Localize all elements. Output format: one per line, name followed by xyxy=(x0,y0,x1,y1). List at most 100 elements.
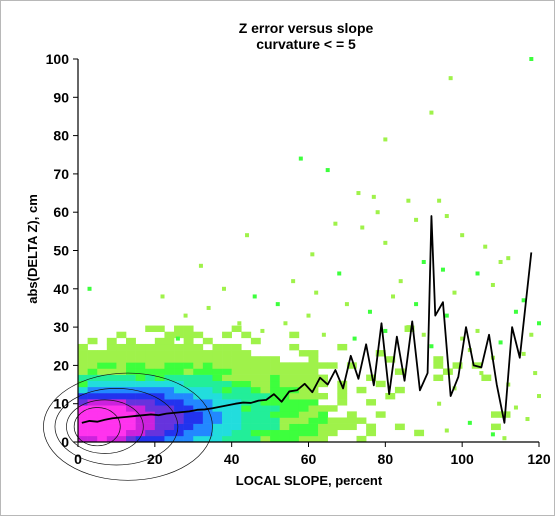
density-cell xyxy=(346,423,357,431)
density-contour xyxy=(54,388,179,466)
density-cell xyxy=(202,435,213,443)
density-cell xyxy=(222,380,232,388)
density-cell xyxy=(279,435,290,443)
density-cell xyxy=(279,411,290,418)
density-cell xyxy=(164,392,175,400)
y-tick-label: 80 xyxy=(53,128,69,144)
chart-title: Z error versus slope xyxy=(239,20,374,36)
density-cell xyxy=(289,411,300,418)
density-cell xyxy=(164,405,175,412)
density-cell xyxy=(164,337,175,345)
scatter-bin xyxy=(321,332,326,337)
scatter-bin xyxy=(448,76,453,81)
density-cell xyxy=(375,350,386,357)
density-cell xyxy=(126,337,136,345)
density-cell xyxy=(279,380,290,388)
density-cell xyxy=(78,350,88,357)
density-cell xyxy=(298,386,309,394)
density-cell xyxy=(212,411,223,418)
density-cell xyxy=(145,356,156,363)
density-cell xyxy=(78,392,88,400)
density-cell xyxy=(154,417,165,424)
density-cell xyxy=(231,392,242,400)
density-cell xyxy=(356,417,367,424)
density-cell xyxy=(222,356,232,363)
density-cell xyxy=(318,362,329,369)
density-cell xyxy=(106,411,117,418)
density-cell xyxy=(250,429,261,437)
density-cell xyxy=(78,399,88,406)
density-cell xyxy=(241,350,252,357)
scatter-bin xyxy=(245,233,250,238)
density-cell xyxy=(97,399,108,406)
density-cell xyxy=(327,405,338,412)
density-cell xyxy=(174,399,184,406)
density-cell xyxy=(260,399,271,406)
density-cell xyxy=(346,362,357,369)
density-cell xyxy=(318,374,329,382)
x-axis-label: LOCAL SLOPE, percent xyxy=(236,473,383,488)
density-cell xyxy=(78,374,88,382)
density-cell xyxy=(135,356,146,363)
density-cell xyxy=(164,435,175,443)
density-cell xyxy=(212,399,223,406)
density-cell xyxy=(116,417,127,424)
density-cell xyxy=(193,417,204,424)
density-cell xyxy=(260,405,271,412)
density-cell xyxy=(154,435,165,443)
density-cell xyxy=(279,392,290,400)
density-cell xyxy=(298,423,309,431)
density-cell xyxy=(289,392,300,400)
y-tick-label: 70 xyxy=(53,166,69,182)
scatter-bin xyxy=(444,428,449,433)
density-cell xyxy=(126,423,136,431)
density-cell xyxy=(164,356,175,363)
density-cell xyxy=(116,392,127,400)
density-cell xyxy=(270,386,280,394)
density-cell xyxy=(222,405,232,412)
scatter-bin xyxy=(283,321,288,326)
density-cell xyxy=(241,435,252,443)
density-cell xyxy=(135,343,146,351)
density-cell xyxy=(298,392,309,400)
density-cell xyxy=(250,386,261,394)
density-cell xyxy=(250,356,261,363)
density-cell xyxy=(106,423,117,431)
density-cell xyxy=(289,362,300,369)
density-contour xyxy=(73,407,121,447)
density-cell xyxy=(231,386,242,394)
density-cell xyxy=(135,429,146,437)
scatter-bin xyxy=(298,156,303,161)
density-cell xyxy=(87,337,98,345)
density-cell xyxy=(116,374,127,382)
density-cell xyxy=(78,368,88,375)
density-cell xyxy=(318,423,329,431)
scatter-bin xyxy=(160,294,165,299)
density-cell xyxy=(193,343,204,351)
density-cell xyxy=(270,399,280,406)
density-cell xyxy=(87,411,98,418)
density-cell xyxy=(97,405,108,412)
density-contour xyxy=(43,372,213,481)
density-cell xyxy=(154,350,165,357)
density-cell xyxy=(490,411,501,418)
density-cell xyxy=(106,368,117,375)
density-layer xyxy=(43,57,541,481)
density-cell xyxy=(135,435,146,443)
density-cell xyxy=(260,429,271,437)
density-cell xyxy=(241,392,252,400)
density-cell xyxy=(106,405,117,412)
density-cell xyxy=(241,380,252,388)
density-cell xyxy=(250,380,261,388)
density-cell xyxy=(135,417,146,424)
x-tick-label: 40 xyxy=(224,451,240,467)
density-cell xyxy=(183,380,194,388)
density-cell xyxy=(193,399,204,406)
density-cell xyxy=(270,429,280,437)
density-cell xyxy=(183,417,194,424)
density-cell xyxy=(231,411,242,418)
density-cell xyxy=(97,350,108,357)
density-cell xyxy=(126,411,136,418)
density-cell xyxy=(231,417,242,424)
